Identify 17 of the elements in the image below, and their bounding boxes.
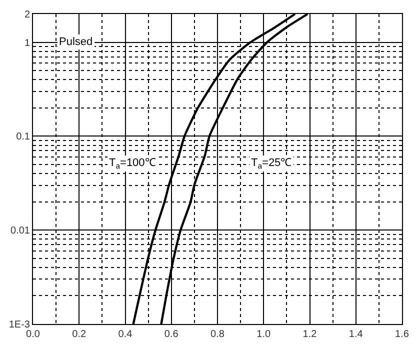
- annotation: Pulsed: [59, 36, 93, 48]
- y-tick-label: 1: [24, 38, 30, 49]
- x-tick-label: 0.0: [26, 329, 40, 340]
- x-tick-label: 0.2: [72, 329, 87, 340]
- x-tick-label: 1.6: [395, 329, 410, 340]
- x-tick-label: 1.4: [348, 329, 364, 340]
- annotation: T$_{a}$=25℃: [251, 157, 292, 170]
- y-tick-label: 1E-3: [8, 320, 30, 330]
- y-tick-label: 0.01: [10, 226, 30, 237]
- x-tick-label: 1.0: [256, 329, 272, 340]
- x-tick-label: 0.6: [164, 329, 179, 340]
- x-tick-label: 0.8: [210, 329, 225, 340]
- x-tick-label: 0.4: [118, 329, 133, 340]
- y-tick-label: 0.1: [16, 132, 30, 143]
- y-tick-label: 2: [24, 10, 30, 20]
- annotation: T$_{a}$=100℃: [109, 157, 156, 170]
- x-tick-label: 1.2: [302, 329, 318, 340]
